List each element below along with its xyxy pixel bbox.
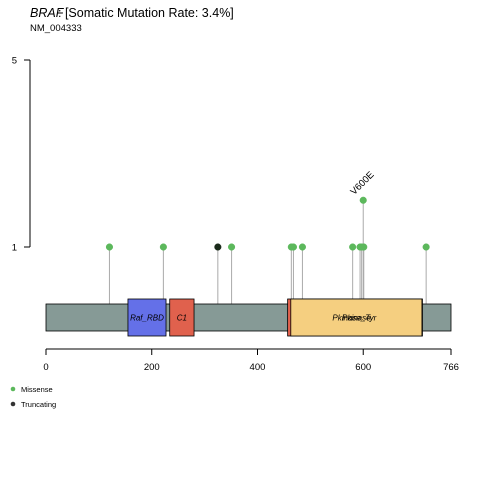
domain-c1-label: C1 xyxy=(177,314,187,323)
mutation-point xyxy=(214,243,222,251)
legend-marker xyxy=(10,386,16,392)
legend-marker xyxy=(10,401,16,407)
chart-title-rest: : [Somatic Mutation Rate: 3.4%] xyxy=(58,6,234,20)
x-tick-label: 766 xyxy=(443,362,459,373)
y-axis: 15 xyxy=(12,56,31,254)
mutation-point xyxy=(349,243,357,251)
x-tick-label: 400 xyxy=(250,362,266,373)
mutation-point xyxy=(298,243,306,251)
y-tick-label: 1 xyxy=(12,243,17,254)
mutation-point xyxy=(105,243,113,251)
mutation-point xyxy=(289,243,297,251)
legend-label: Missense xyxy=(21,385,53,394)
domain-c1-rect xyxy=(169,298,195,337)
domain-pkinase-label: Pkinase xyxy=(342,314,371,323)
domain-pkinase_tyr-rect xyxy=(290,298,423,337)
x-tick-label: 600 xyxy=(355,362,371,373)
x-tick-label: 200 xyxy=(144,362,160,373)
mutation-point xyxy=(159,243,167,251)
mutation-point xyxy=(422,243,430,251)
chart-subtitle: NM_004333 xyxy=(30,23,82,34)
mutation-point xyxy=(360,243,368,251)
domain-pkinase-tyr-label: Pkinase_Tyr xyxy=(332,314,376,323)
chart-title-gene: BRAF xyxy=(30,6,65,20)
x-tick-label: 0 xyxy=(43,362,48,373)
mutation-stems xyxy=(108,200,427,304)
legend: Missense Truncating xyxy=(10,385,56,409)
mutation-points xyxy=(105,196,430,251)
mutation-point xyxy=(359,196,367,204)
mutation-point xyxy=(228,243,236,251)
mutation-label: V600E xyxy=(348,170,376,198)
legend-label: Truncating xyxy=(21,400,56,409)
x-axis: 0 200 400 600 766 xyxy=(43,348,459,373)
annotations: V600E xyxy=(348,170,376,198)
domain-raf_rbd-label: Raf_RBD xyxy=(130,314,164,323)
domain-raf_rbd-rect xyxy=(127,298,167,337)
y-tick-label: 5 xyxy=(12,56,17,67)
